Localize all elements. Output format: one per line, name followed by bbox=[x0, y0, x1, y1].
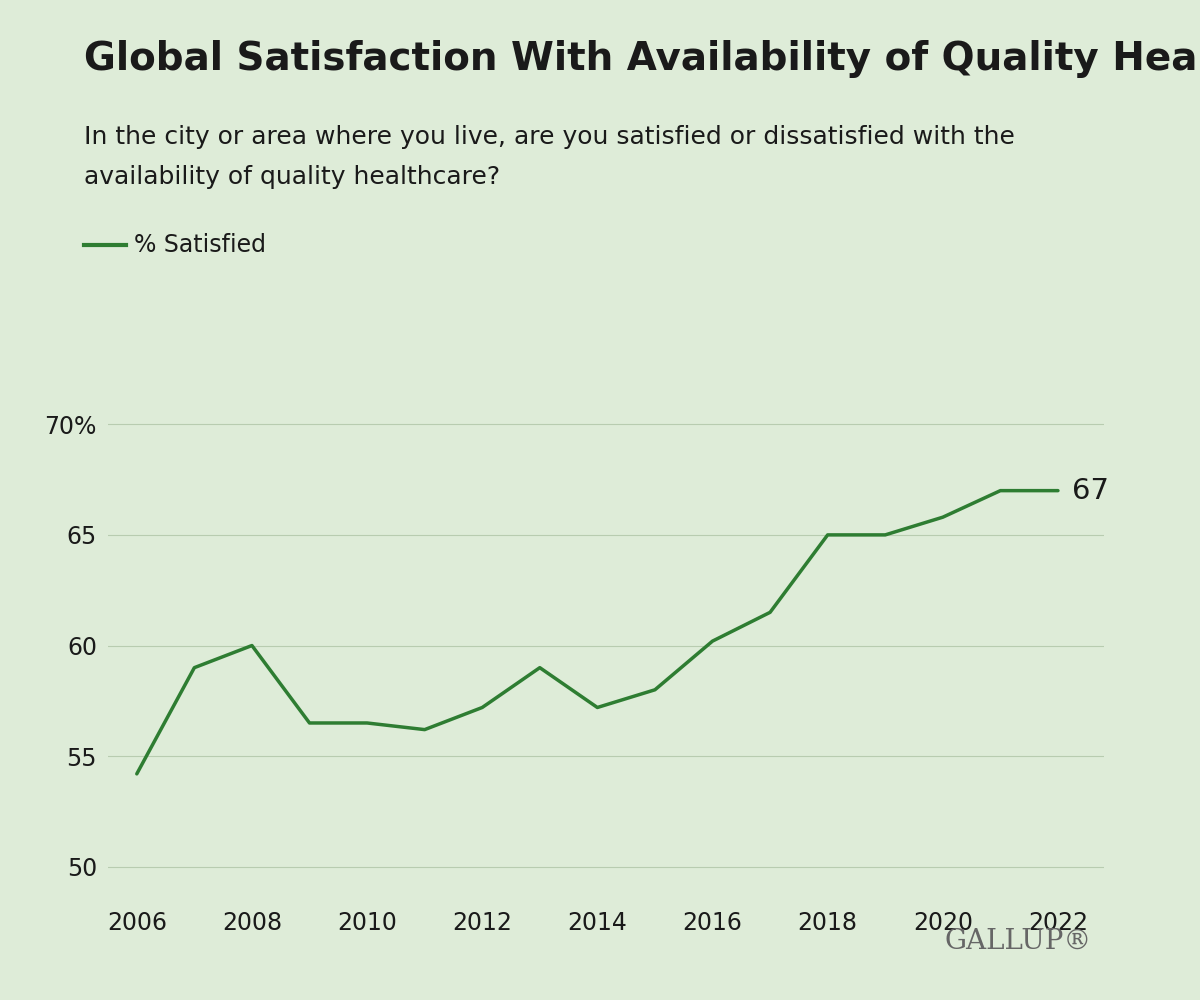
Text: % Satisfied: % Satisfied bbox=[134, 233, 266, 257]
Text: In the city or area where you live, are you satisfied or dissatisfied with the: In the city or area where you live, are … bbox=[84, 125, 1015, 149]
Text: 67: 67 bbox=[1073, 477, 1109, 505]
Text: availability of quality healthcare?: availability of quality healthcare? bbox=[84, 165, 500, 189]
Text: Global Satisfaction With Availability of Quality Healthcare: Global Satisfaction With Availability of… bbox=[84, 40, 1200, 78]
Text: GALLUP®: GALLUP® bbox=[944, 928, 1092, 955]
